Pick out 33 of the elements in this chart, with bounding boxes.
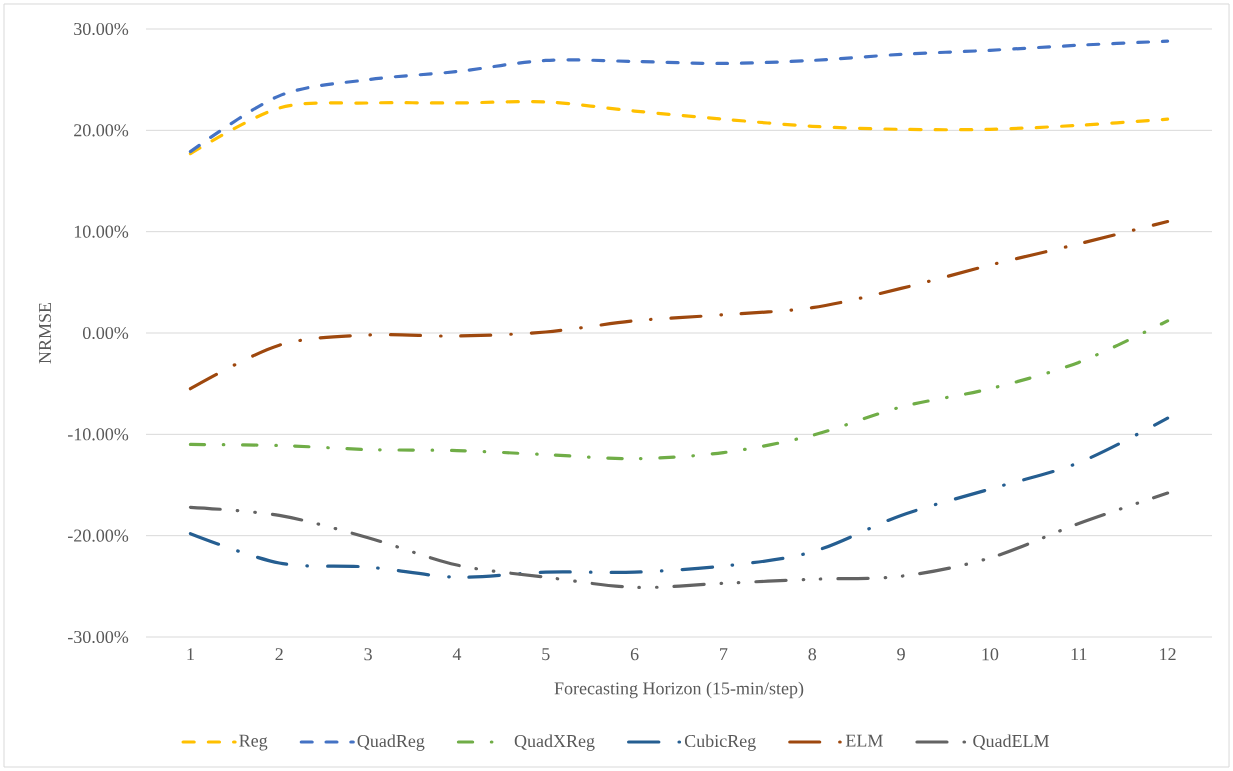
legend-label: CubicReg xyxy=(684,734,756,751)
legend-label: QuadELM xyxy=(973,734,1050,750)
legend-label: Reg xyxy=(239,734,268,751)
x-tick-label: 2 xyxy=(275,648,283,661)
x-tick-label: 3 xyxy=(364,648,372,661)
line-series xyxy=(188,39,1170,154)
line-series xyxy=(188,99,1170,156)
y-tick-label: 0.00% xyxy=(82,326,129,340)
legend-label: QuadReg xyxy=(357,734,425,751)
x-axis-title: Forecasting Horizon (15-min/step) xyxy=(554,681,804,699)
x-tick-label: 8 xyxy=(808,648,817,661)
x-tick-label: 4 xyxy=(452,648,462,661)
y-tick-label: 10.00% xyxy=(74,225,129,238)
line-series xyxy=(188,416,1170,579)
y-tick-label: -10.00% xyxy=(67,428,129,441)
x-tick-label: 12 xyxy=(1160,648,1176,661)
y-tick-label: 30.00% xyxy=(74,22,129,36)
x-tick-label: 11 xyxy=(1071,648,1087,661)
legend-label: QuadXReg xyxy=(514,734,595,751)
y-axis-title: NRMSE xyxy=(38,302,52,364)
x-tick-label: 5 xyxy=(542,648,550,661)
x-tick-label: 1 xyxy=(187,648,194,661)
line-series xyxy=(188,491,1170,590)
line-series xyxy=(188,319,1170,461)
x-tick-label: 10 xyxy=(982,648,999,661)
legend-label: ELM xyxy=(845,734,883,747)
x-tick-label: 9 xyxy=(897,648,905,661)
x-tick-label: 7 xyxy=(720,648,728,660)
y-tick-label: 20.00% xyxy=(74,124,129,137)
line-series xyxy=(188,219,1170,391)
y-tick-label: -20.00% xyxy=(67,529,129,542)
y-tick-label: -30.00% xyxy=(67,630,129,644)
x-tick-label: 6 xyxy=(630,648,639,661)
